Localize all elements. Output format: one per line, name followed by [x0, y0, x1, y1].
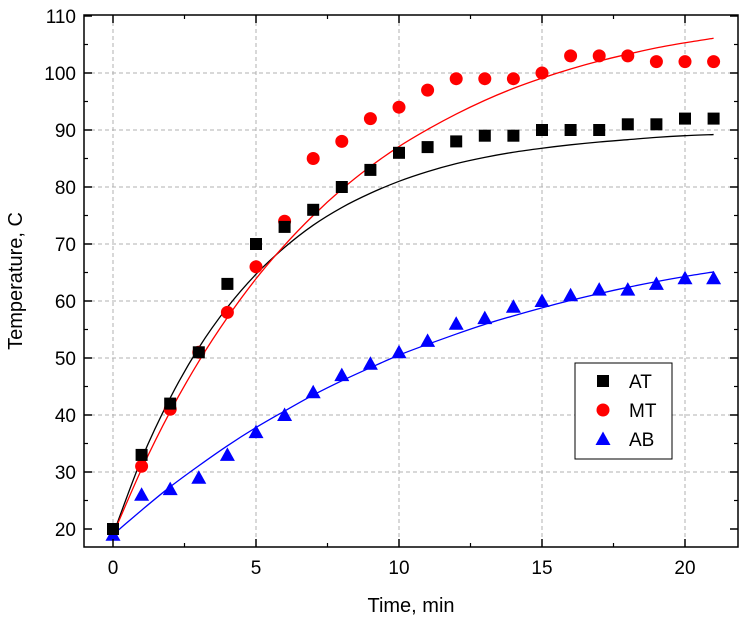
y-tick-label: 100	[44, 64, 76, 85]
data-point-ab	[248, 424, 264, 439]
data-point-mt	[363, 112, 377, 126]
data-point-ab	[420, 333, 436, 347]
data-point-at	[536, 124, 548, 136]
legend: AT MT AB	[574, 362, 673, 460]
y-tick-label: 40	[55, 406, 76, 427]
data-point-at	[650, 118, 663, 131]
fit-curve-ab	[112, 271, 714, 536]
data-point-at	[564, 124, 577, 136]
data-point-mt	[449, 72, 463, 86]
data-point-mt	[249, 260, 263, 274]
data-point-ab	[677, 270, 693, 285]
x-tick-label: 15	[531, 558, 552, 579]
data-point-mt	[335, 134, 349, 148]
axis-ticks: 0 5 10 15 20 20 30 40 50 60 70 80 90 100 110	[44, 7, 738, 579]
data-point-at	[250, 238, 262, 250]
data-point-ab	[448, 316, 464, 330]
legend-marker-mt	[596, 403, 610, 417]
data-markers	[105, 49, 722, 541]
y-tick-label: 110	[46, 7, 76, 28]
data-point-at	[421, 141, 434, 154]
data-point-ab	[305, 384, 321, 399]
data-point-at	[135, 448, 148, 461]
x-tick-label: 0	[108, 558, 119, 579]
legend-label-ab: AB	[629, 430, 654, 451]
data-point-mt	[535, 66, 549, 80]
plot-frame	[83, 14, 739, 548]
data-point-mt	[678, 55, 692, 69]
fit-curve-mt	[112, 37, 714, 535]
grid	[84, 15, 738, 547]
legend-box	[574, 362, 673, 460]
data-point-at	[393, 146, 405, 159]
x-tick-label: 20	[674, 558, 695, 579]
data-point-ab	[362, 356, 378, 370]
data-point-mt	[421, 83, 435, 97]
x-axis-title: Time, min	[367, 595, 454, 617]
data-point-mt	[707, 55, 721, 69]
data-point-at	[164, 397, 177, 410]
data-point-ab	[505, 299, 521, 313]
data-point-at	[450, 135, 463, 148]
data-point-at	[278, 220, 291, 233]
fit-curves	[112, 37, 714, 536]
data-point-ab	[334, 367, 350, 382]
data-point-mt	[506, 72, 520, 86]
data-point-ab	[277, 407, 293, 421]
y-tick-label: 90	[55, 121, 76, 142]
y-tick-label: 20	[55, 520, 76, 541]
data-point-mt	[135, 459, 149, 473]
data-point-at	[507, 129, 520, 142]
legend-label-at: AT	[629, 372, 652, 393]
data-point-ab	[162, 481, 178, 496]
data-point-mt	[592, 49, 606, 63]
y-tick-label: 60	[55, 292, 76, 313]
data-point-at	[335, 181, 348, 193]
data-point-at	[621, 118, 634, 131]
data-point-ab	[391, 344, 407, 359]
data-point-ab	[534, 293, 550, 307]
y-tick-label: 70	[55, 235, 76, 256]
data-point-mt	[621, 49, 635, 63]
data-point-ab	[134, 487, 150, 501]
data-point-mt	[306, 152, 320, 165]
x-tick-label: 10	[388, 558, 409, 579]
y-axis-title: Temperature, C	[5, 212, 27, 350]
data-point-at	[307, 203, 320, 216]
data-point-ab	[591, 282, 607, 296]
data-point-at	[478, 129, 491, 142]
data-point-ab	[219, 447, 235, 461]
data-point-at	[364, 163, 377, 176]
legend-marker-at	[597, 375, 609, 387]
data-point-mt	[564, 49, 578, 63]
data-point-mt	[649, 55, 663, 69]
data-point-at	[707, 112, 720, 125]
data-point-mt	[220, 305, 234, 319]
data-point-at	[221, 277, 234, 290]
data-point-ab	[706, 270, 722, 285]
y-tick-label: 30	[55, 463, 76, 484]
y-tick-label: 50	[55, 349, 76, 370]
data-point-ab	[191, 470, 207, 484]
legend-label-mt: MT	[629, 401, 657, 422]
data-point-mt	[478, 72, 492, 86]
data-point-ab	[648, 276, 664, 290]
data-point-at	[192, 346, 205, 359]
data-point-at	[107, 523, 119, 535]
legend-marker-ab	[595, 431, 611, 445]
data-point-at	[679, 112, 691, 125]
data-point-ab	[620, 282, 636, 296]
y-tick-label: 80	[55, 178, 76, 199]
x-tick-label: 5	[251, 558, 262, 579]
fit-curve-at	[112, 133, 714, 535]
data-point-at	[593, 124, 606, 136]
data-point-mt	[392, 100, 406, 114]
data-point-ab	[563, 287, 579, 302]
data-point-ab	[477, 310, 493, 325]
